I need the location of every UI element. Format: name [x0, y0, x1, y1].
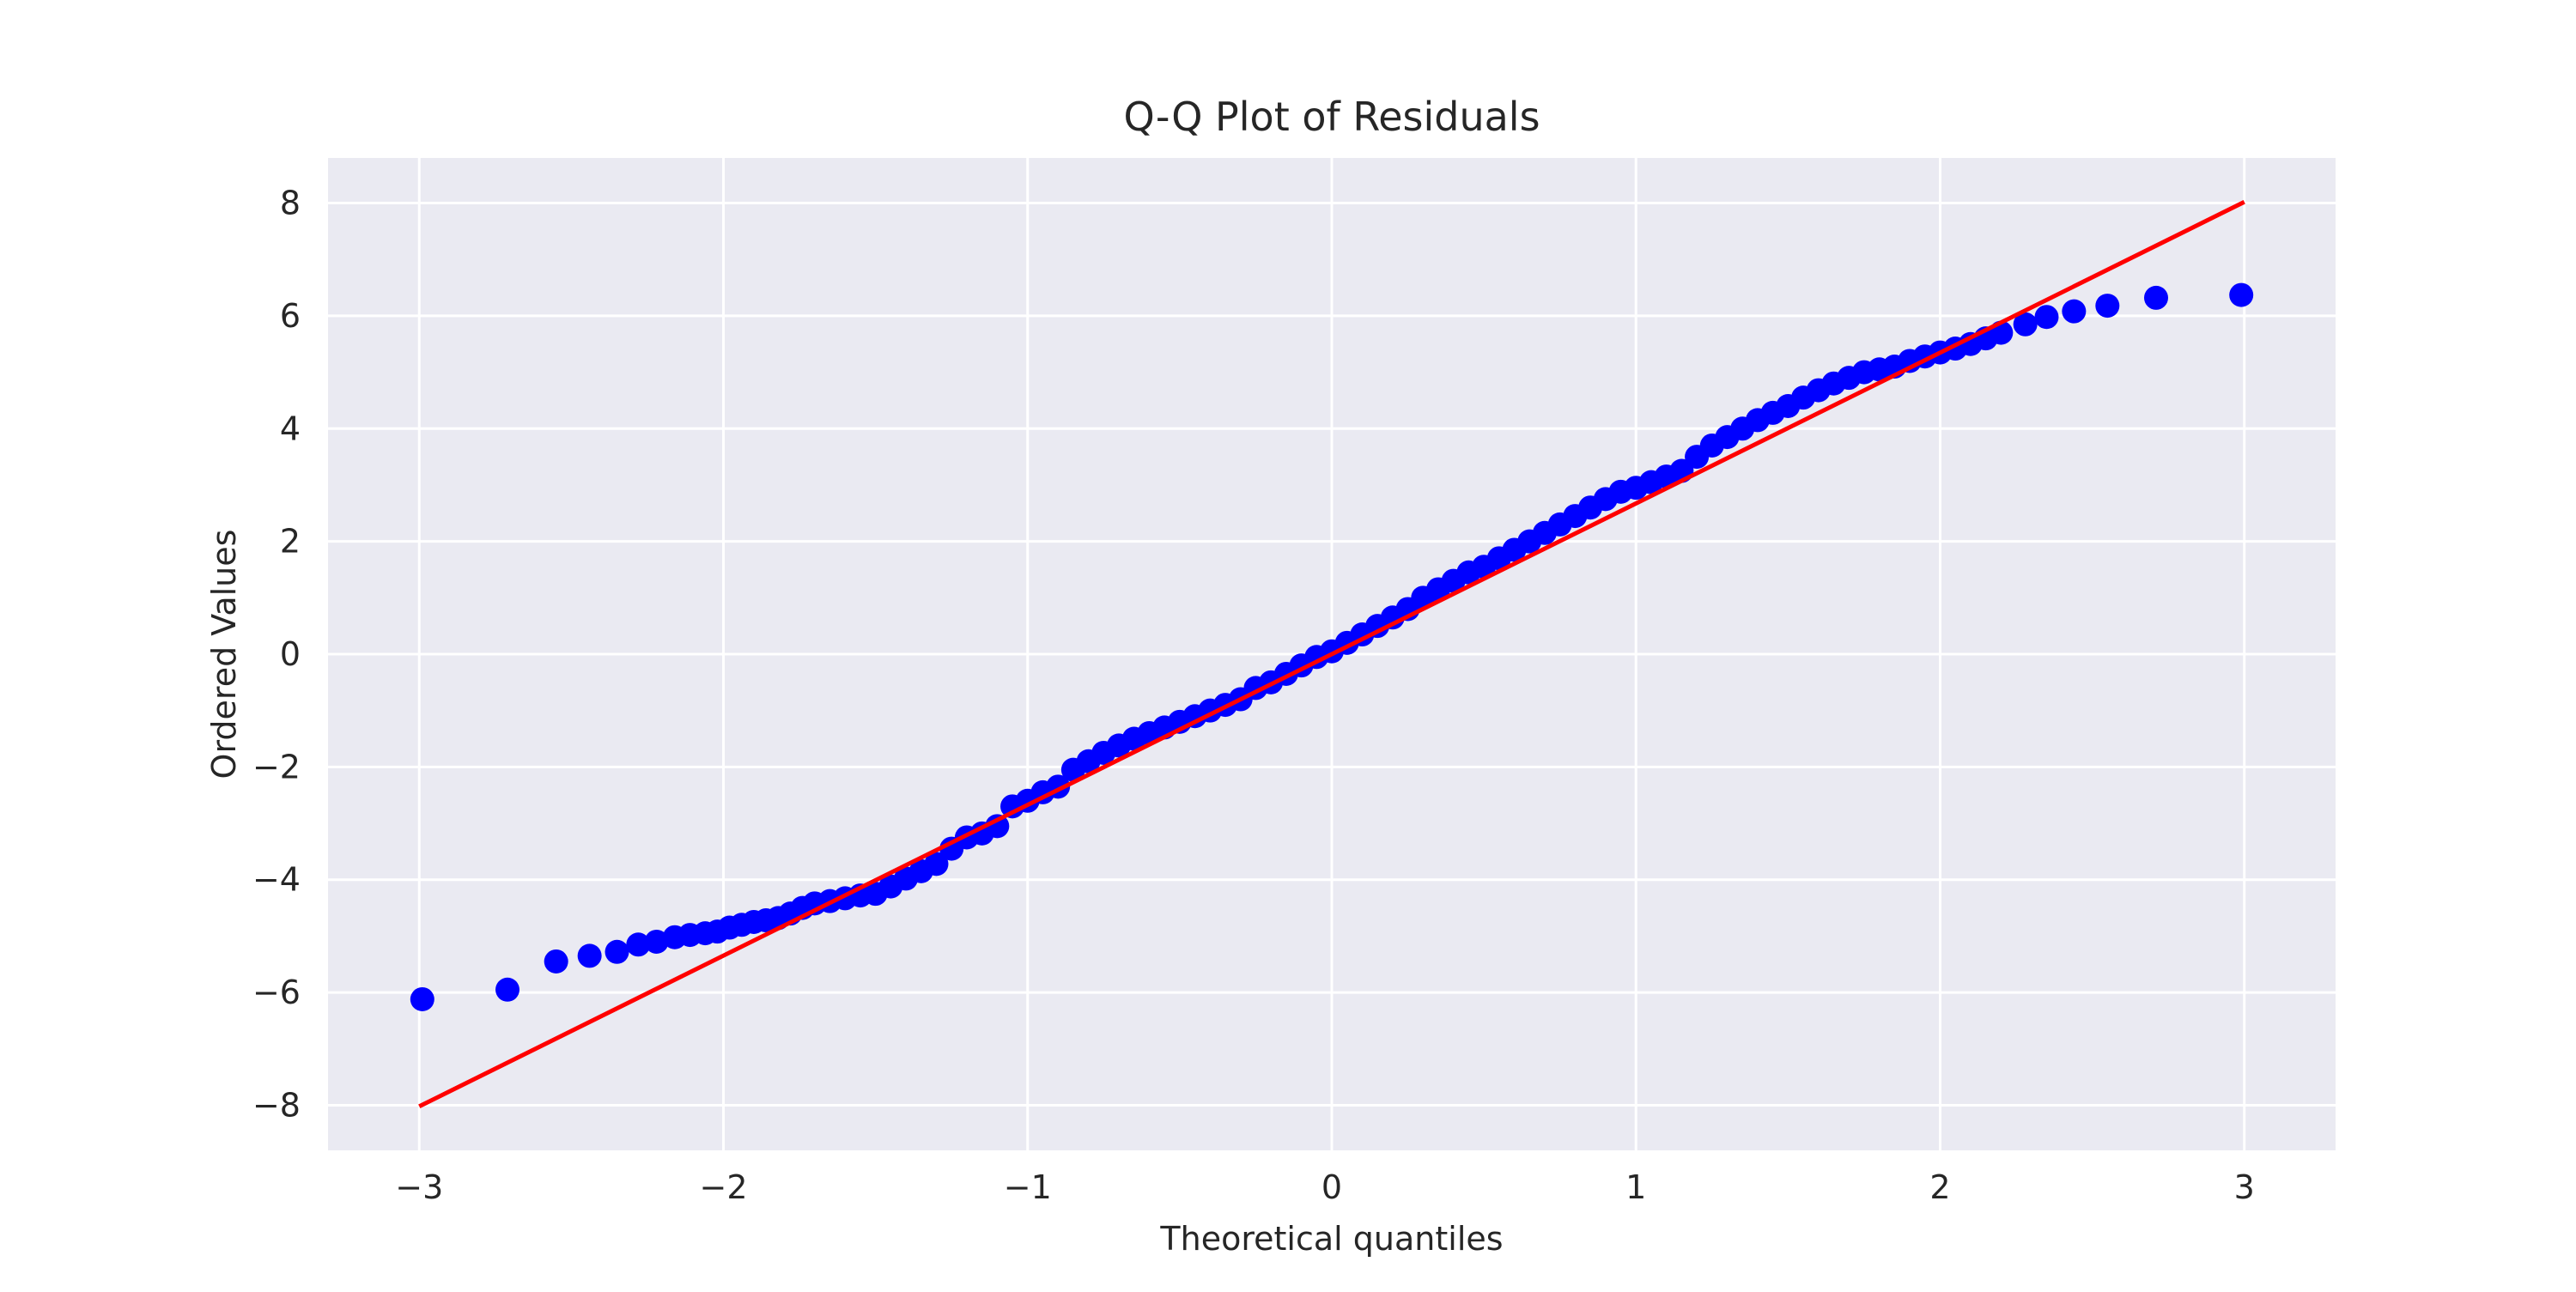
data-point	[644, 929, 669, 954]
y-tick-label: 6	[280, 297, 301, 335]
data-point	[2143, 285, 2168, 310]
y-tick-label: 2	[280, 523, 301, 561]
data-point	[495, 977, 520, 1002]
data-point	[410, 986, 434, 1011]
chart-title: Q-Q Plot of Residuals	[1123, 94, 1540, 140]
data-point	[544, 949, 568, 974]
x-tick-label: 2	[1929, 1168, 1950, 1206]
y-tick-label: −8	[252, 1086, 301, 1124]
data-point	[2062, 299, 2087, 324]
x-tick-label: 0	[1321, 1168, 1342, 1206]
x-tick-label: −3	[395, 1168, 443, 1206]
reference-line	[418, 199, 2245, 1109]
x-tick-label: −1	[1004, 1168, 1052, 1206]
y-tick-label: −2	[252, 748, 301, 786]
x-tick-label: −2	[699, 1168, 747, 1206]
x-tick-label: 1	[1625, 1168, 1646, 1206]
data-point	[924, 852, 949, 876]
data-points	[410, 282, 2254, 1011]
data-point	[985, 814, 1010, 839]
data-point	[626, 932, 651, 957]
x-axis-label: Theoretical quantiles	[1159, 1220, 1503, 1258]
data-point	[2034, 305, 2059, 330]
data-point	[2229, 282, 2254, 307]
tick-labels: −3 −2 −1 0 1 2 3 −8 −6 −4 −2 0 2 4 6 8	[252, 185, 2255, 1206]
y-tick-label: 4	[280, 409, 301, 447]
fit-line-layer	[418, 199, 2245, 1109]
data-point	[577, 943, 602, 968]
y-tick-label: 8	[280, 185, 301, 222]
y-tick-label: −4	[252, 861, 301, 899]
data-point	[605, 939, 629, 964]
y-axis-label: Ordered Values	[205, 530, 243, 779]
x-tick-label: 3	[2234, 1168, 2255, 1206]
data-point	[2013, 312, 2038, 337]
data-point	[2095, 294, 2120, 318]
y-tick-label: −6	[252, 974, 301, 1011]
y-tick-label: 0	[280, 635, 301, 673]
